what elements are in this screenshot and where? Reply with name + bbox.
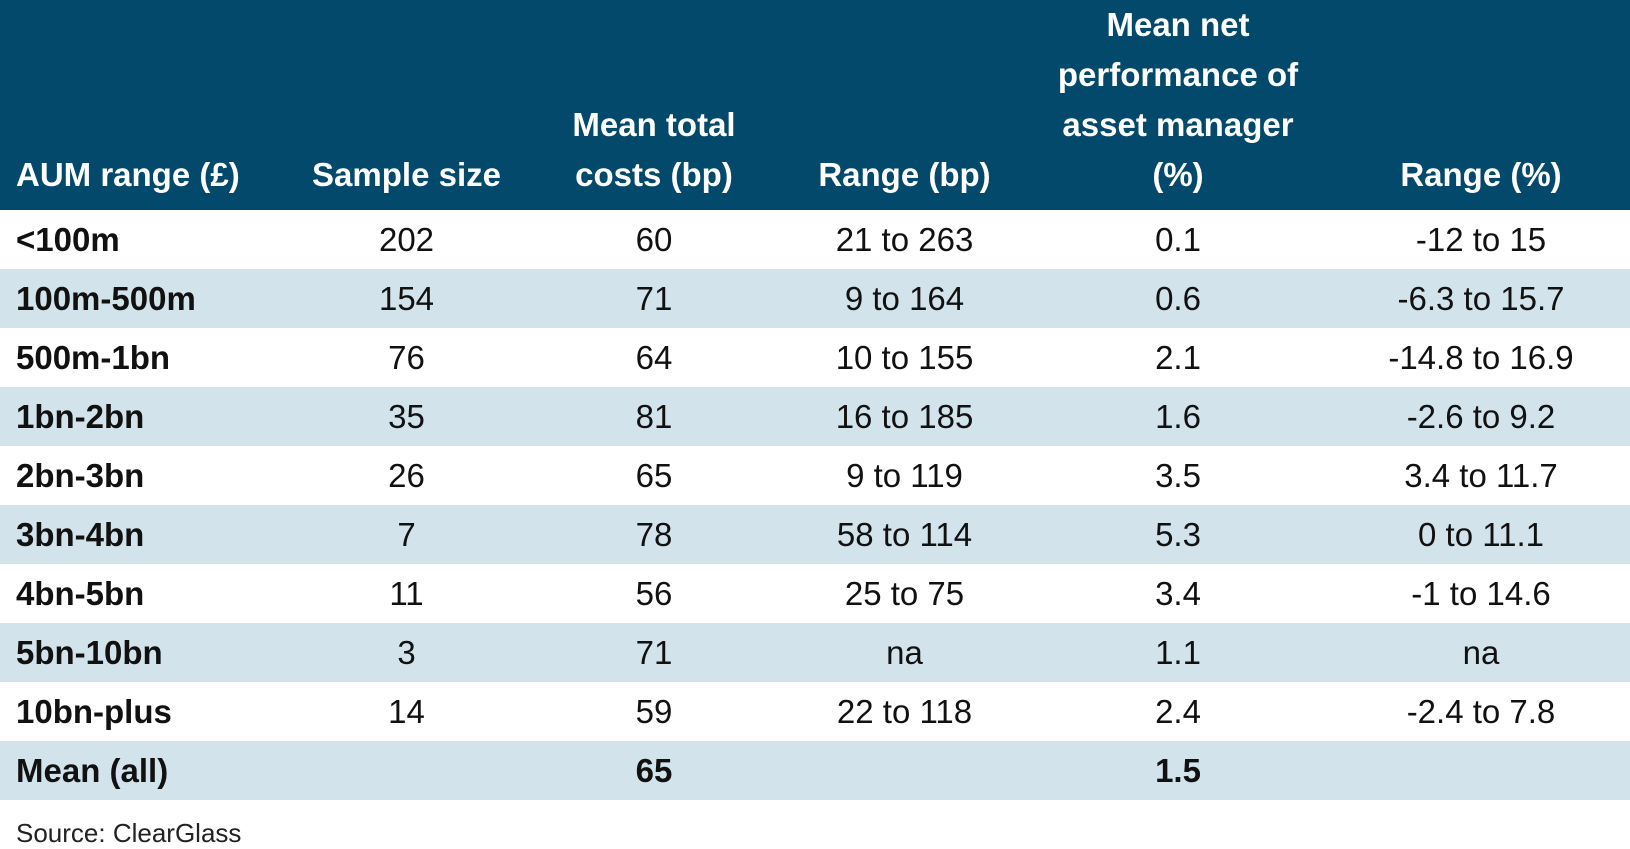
table-row: 1bn-2bn 35 81 16 to 185 1.6 -2.6 to 9.2 bbox=[0, 387, 1630, 446]
cell-aum-range: 4bn-5bn bbox=[0, 564, 290, 623]
cell-sample-size: 26 bbox=[290, 446, 523, 505]
cell-range-bp: 21 to 263 bbox=[785, 210, 1024, 269]
cell-mean-net-performance: 0.6 bbox=[1024, 269, 1332, 328]
cell-mean-net-performance: 1.5 bbox=[1024, 741, 1332, 800]
cell-mean-total-costs: 64 bbox=[523, 328, 785, 387]
cell-aum-range: Mean (all) bbox=[0, 741, 290, 800]
cell-mean-net-performance: 3.4 bbox=[1024, 564, 1332, 623]
cell-range-bp: na bbox=[785, 623, 1024, 682]
table-row: Mean (all) 65 1.5 bbox=[0, 741, 1630, 800]
cell-sample-size: 35 bbox=[290, 387, 523, 446]
table-row: <100m 202 60 21 to 263 0.1 -12 to 15 bbox=[0, 210, 1630, 269]
cell-mean-total-costs: 71 bbox=[523, 623, 785, 682]
cell-aum-range: 3bn-4bn bbox=[0, 505, 290, 564]
table-row: 5bn-10bn 3 71 na 1.1 na bbox=[0, 623, 1630, 682]
cell-mean-net-performance: 1.6 bbox=[1024, 387, 1332, 446]
cell-aum-range: 10bn-plus bbox=[0, 682, 290, 741]
column-header-aum-range: AUM range (£) bbox=[0, 0, 290, 210]
table-row: 2bn-3bn 26 65 9 to 119 3.5 3.4 to 11.7 bbox=[0, 446, 1630, 505]
cell-mean-total-costs: 60 bbox=[523, 210, 785, 269]
cell-mean-net-performance: 2.4 bbox=[1024, 682, 1332, 741]
cell-mean-total-costs: 81 bbox=[523, 387, 785, 446]
cell-sample-size: 7 bbox=[290, 505, 523, 564]
cell-range-bp: 22 to 118 bbox=[785, 682, 1024, 741]
cell-mean-total-costs: 56 bbox=[523, 564, 785, 623]
header-row: AUM range (£) Sample size Mean total cos… bbox=[0, 0, 1630, 210]
column-header-mean-total-costs: Mean total costs (bp) bbox=[523, 0, 785, 210]
cell-aum-range: 2bn-3bn bbox=[0, 446, 290, 505]
cell-sample-size: 154 bbox=[290, 269, 523, 328]
table-header: AUM range (£) Sample size Mean total cos… bbox=[0, 0, 1630, 210]
cell-range-percent: -2.4 to 7.8 bbox=[1332, 682, 1630, 741]
aum-cost-performance-table: AUM range (£) Sample size Mean total cos… bbox=[0, 0, 1630, 800]
cell-aum-range: 5bn-10bn bbox=[0, 623, 290, 682]
cell-mean-total-costs: 78 bbox=[523, 505, 785, 564]
table-row: 4bn-5bn 11 56 25 to 75 3.4 -1 to 14.6 bbox=[0, 564, 1630, 623]
source-note: Source: ClearGlass bbox=[16, 818, 242, 848]
cell-range-percent: -2.6 to 9.2 bbox=[1332, 387, 1630, 446]
cell-mean-total-costs: 65 bbox=[523, 446, 785, 505]
cell-aum-range: 100m-500m bbox=[0, 269, 290, 328]
cell-sample-size: 202 bbox=[290, 210, 523, 269]
cell-mean-net-performance: 5.3 bbox=[1024, 505, 1332, 564]
cell-sample-size bbox=[290, 741, 523, 800]
cell-range-bp bbox=[785, 741, 1024, 800]
cell-range-bp: 16 to 185 bbox=[785, 387, 1024, 446]
cell-aum-range: <100m bbox=[0, 210, 290, 269]
cell-range-percent: -14.8 to 16.9 bbox=[1332, 328, 1630, 387]
cell-mean-total-costs: 65 bbox=[523, 741, 785, 800]
cell-aum-range: 1bn-2bn bbox=[0, 387, 290, 446]
cell-mean-total-costs: 71 bbox=[523, 269, 785, 328]
cell-mean-total-costs: 59 bbox=[523, 682, 785, 741]
cell-range-bp: 9 to 164 bbox=[785, 269, 1024, 328]
cell-range-percent bbox=[1332, 741, 1630, 800]
column-header-mean-net-performance: Mean net performance of asset manager (%… bbox=[1024, 0, 1332, 210]
table-row: 500m-1bn 76 64 10 to 155 2.1 -14.8 to 16.9 bbox=[0, 328, 1630, 387]
cell-mean-net-performance: 3.5 bbox=[1024, 446, 1332, 505]
cell-mean-net-performance: 0.1 bbox=[1024, 210, 1332, 269]
cell-range-percent: -6.3 to 15.7 bbox=[1332, 269, 1630, 328]
cell-sample-size: 11 bbox=[290, 564, 523, 623]
cell-range-percent: 0 to 11.1 bbox=[1332, 505, 1630, 564]
cell-range-bp: 58 to 114 bbox=[785, 505, 1024, 564]
column-header-sample-size: Sample size bbox=[290, 0, 523, 210]
cell-range-percent: na bbox=[1332, 623, 1630, 682]
cell-mean-net-performance: 1.1 bbox=[1024, 623, 1332, 682]
cell-range-percent: -12 to 15 bbox=[1332, 210, 1630, 269]
cell-sample-size: 3 bbox=[290, 623, 523, 682]
cell-aum-range: 500m-1bn bbox=[0, 328, 290, 387]
cell-range-percent: -1 to 14.6 bbox=[1332, 564, 1630, 623]
table-row: 100m-500m 154 71 9 to 164 0.6 -6.3 to 15.7 bbox=[0, 269, 1630, 328]
column-header-range-percent: Range (%) bbox=[1332, 0, 1630, 210]
cell-range-bp: 25 to 75 bbox=[785, 564, 1024, 623]
table-body: <100m 202 60 21 to 263 0.1 -12 to 15 100m-500m… bbox=[0, 210, 1630, 800]
cell-sample-size: 76 bbox=[290, 328, 523, 387]
column-header-range-bp: Range (bp) bbox=[785, 0, 1024, 210]
cell-sample-size: 14 bbox=[290, 682, 523, 741]
cell-range-percent: 3.4 to 11.7 bbox=[1332, 446, 1630, 505]
cell-range-bp: 9 to 119 bbox=[785, 446, 1024, 505]
table-row: 10bn-plus 14 59 22 to 118 2.4 -2.4 to 7.8 bbox=[0, 682, 1630, 741]
cell-range-bp: 10 to 155 bbox=[785, 328, 1024, 387]
table-row: 3bn-4bn 7 78 58 to 114 5.3 0 to 11.1 bbox=[0, 505, 1630, 564]
cell-mean-net-performance: 2.1 bbox=[1024, 328, 1332, 387]
